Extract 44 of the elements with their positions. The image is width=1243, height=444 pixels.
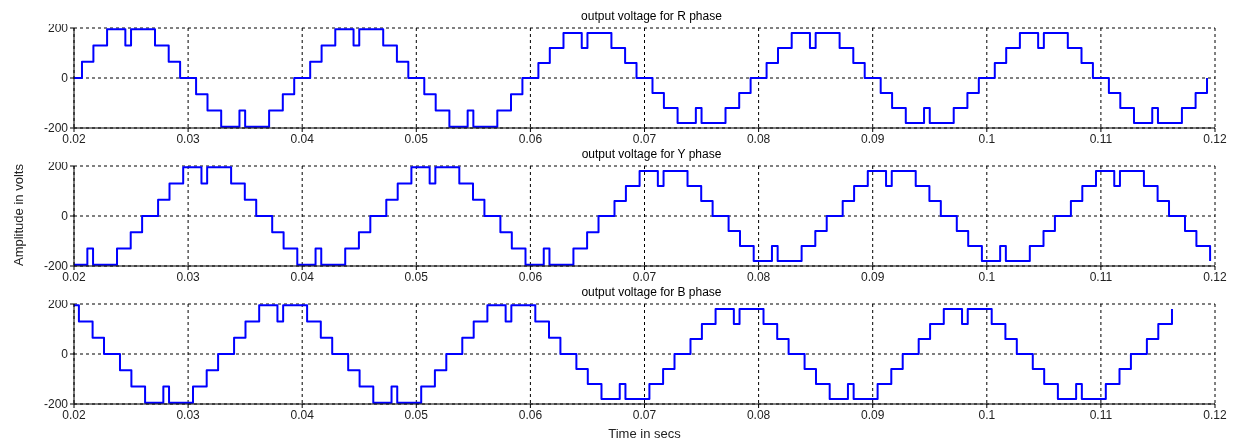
x-tick-label: 0.05 <box>404 407 429 422</box>
x-tick-label: 0.08 <box>746 131 771 146</box>
x-tick-label: 0.11 <box>1089 407 1113 422</box>
x-axis-title: Time in secs <box>608 426 682 441</box>
x-tick-label: 0.04 <box>290 269 315 284</box>
x-tick-label: 0.02 <box>62 269 86 284</box>
x-tick-label: 0.12 <box>1203 131 1227 146</box>
x-tick-label: 0.08 <box>746 407 771 422</box>
y-tick-label: 0 <box>61 209 69 224</box>
chart-title: output voltage for B phase <box>581 285 722 299</box>
y-tick-label: 200 <box>47 159 69 174</box>
x-tick-label: 0.08 <box>746 269 771 284</box>
x-tick-label: 0.06 <box>518 131 543 146</box>
y-tick-label: 200 <box>47 297 69 312</box>
y-axis-title: Amplitude in volts <box>10 163 26 266</box>
x-tick-label: 0.1 <box>978 131 996 146</box>
x-tick-label: 0.04 <box>290 131 315 146</box>
x-tick-label: 0.03 <box>176 269 201 284</box>
y-tick-label: 0 <box>61 71 69 86</box>
x-tick-label: 0.11 <box>1089 269 1113 284</box>
chart-title: output voltage for R phase <box>581 9 722 23</box>
x-tick-label: 0.02 <box>62 407 86 422</box>
chart-title: output voltage for Y phase <box>581 147 722 161</box>
x-tick-label: 0.11 <box>1089 131 1113 146</box>
x-tick-label: 0.12 <box>1203 269 1227 284</box>
y-tick-label: 200 <box>47 21 69 36</box>
x-tick-label: 0.03 <box>176 131 201 146</box>
x-tick-label: 0.12 <box>1203 407 1227 422</box>
x-tick-label: 0.05 <box>404 269 429 284</box>
x-tick-label: 0.06 <box>518 407 543 422</box>
x-tick-label: 0.03 <box>176 407 201 422</box>
x-tick-label: 0.07 <box>632 269 657 284</box>
x-tick-label: 0.06 <box>518 269 543 284</box>
x-tick-label: 0.09 <box>861 407 885 422</box>
x-tick-label: 0.09 <box>861 269 885 284</box>
x-tick-label: 0.07 <box>632 407 657 422</box>
x-tick-label: 0.04 <box>290 407 315 422</box>
y-tick-label: 0 <box>61 347 69 362</box>
x-tick-label: 0.07 <box>632 131 657 146</box>
x-tick-label: 0.02 <box>62 131 86 146</box>
x-tick-label: 0.09 <box>861 131 885 146</box>
x-tick-label: 0.1 <box>978 269 996 284</box>
x-tick-label: 0.1 <box>978 407 996 422</box>
x-tick-label: 0.05 <box>404 131 429 146</box>
